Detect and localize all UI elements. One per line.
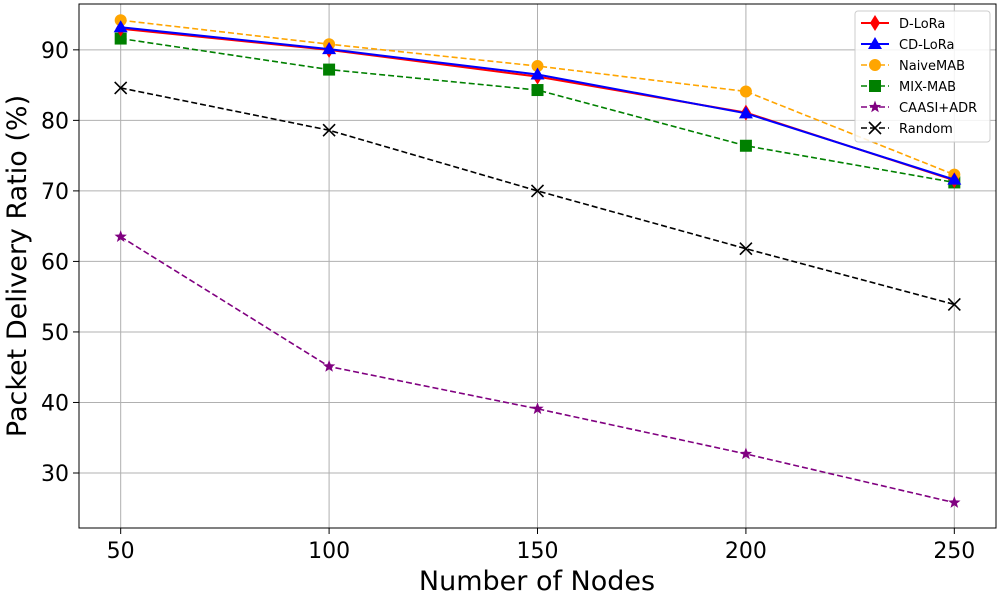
data-point-mix-mab bbox=[739, 139, 752, 152]
legend: D-LoRa CD-LoRa NaiveMAB MIX-MAB CAASI+ADR Ran… bbox=[854, 10, 991, 143]
series-line-caasi-adr bbox=[120, 236, 955, 504]
x-tick-label: 100 bbox=[308, 539, 350, 564]
legend-entry-random: Random bbox=[861, 121, 953, 137]
legend-label: Random bbox=[899, 122, 953, 137]
data-point-cd-lora bbox=[947, 172, 962, 185]
data-point-random bbox=[947, 297, 961, 312]
legend-label: NaiveMAB bbox=[899, 59, 965, 74]
legend-label: D-LoRa bbox=[899, 17, 945, 32]
legend-entry-cd-lora: CD-LoRa bbox=[861, 37, 954, 53]
legend-entry-d-lora: D-LoRa bbox=[861, 15, 945, 32]
series-cd-lora bbox=[113, 20, 962, 185]
y-axis-label: Packet Delivery Ratio (%) bbox=[2, 95, 33, 437]
y-tick-label: 70 bbox=[41, 180, 69, 205]
data-point-mix-mab bbox=[323, 63, 336, 76]
data-point-caasi-adr bbox=[739, 447, 753, 460]
data-point-random bbox=[322, 123, 336, 137]
series-random bbox=[114, 81, 961, 312]
legend-marker bbox=[868, 100, 882, 113]
legend-label: MIX-MAB bbox=[899, 80, 956, 95]
legend-entry-mix-mab: MIX-MAB bbox=[861, 80, 956, 95]
data-point-random bbox=[114, 81, 128, 95]
legend-entry-caasi-adr: CAASI+ADR bbox=[861, 100, 977, 116]
data-point-caasi-adr bbox=[322, 360, 336, 372]
legend-marker bbox=[869, 80, 881, 92]
data-point-mix-mab bbox=[531, 84, 544, 97]
legend-label: CAASI+ADR bbox=[899, 101, 977, 116]
data-point-cd-lora bbox=[738, 106, 753, 119]
data-point-mix-mab bbox=[114, 32, 127, 45]
series-caasi-adr bbox=[114, 230, 961, 508]
data-point-cd-lora bbox=[322, 42, 337, 55]
x-tick-label: 150 bbox=[517, 539, 559, 564]
data-point-cd-lora bbox=[113, 20, 128, 33]
data-point-random bbox=[739, 242, 753, 256]
legend-marker bbox=[868, 121, 882, 135]
legend-marker bbox=[870, 15, 880, 31]
legend-marker bbox=[869, 59, 881, 71]
y-tick-label: 50 bbox=[41, 321, 69, 346]
data-point-caasi-adr bbox=[531, 402, 544, 415]
legend-entry-naivemab: NaiveMAB bbox=[861, 59, 965, 74]
y-tick-label: 90 bbox=[41, 39, 69, 64]
y-tick-label: 30 bbox=[41, 462, 69, 487]
x-tick-label: 200 bbox=[725, 539, 767, 564]
y-tick-label: 60 bbox=[41, 250, 69, 275]
series-line-mix-mab bbox=[120, 37, 955, 184]
data-point-naivemab bbox=[114, 14, 127, 27]
legend-label: CD-LoRa bbox=[899, 38, 954, 53]
data-point-naivemab bbox=[531, 60, 544, 73]
x-tick-label: 50 bbox=[107, 539, 135, 564]
data-point-cd-lora bbox=[530, 67, 545, 80]
data-point-caasi-adr bbox=[114, 230, 127, 242]
y-tick-label: 80 bbox=[41, 109, 69, 134]
series-layer bbox=[113, 14, 962, 508]
legend-marker bbox=[868, 37, 882, 49]
x-tick-label: 250 bbox=[933, 539, 975, 564]
data-point-caasi-adr bbox=[948, 496, 961, 508]
ticks: 50 100 150 200 250 30 40 50 60 70 80 90 bbox=[41, 39, 975, 564]
x-axis-label: Number of Nodes bbox=[419, 566, 655, 597]
y-tick-label: 40 bbox=[41, 391, 69, 416]
data-point-naivemab bbox=[739, 85, 752, 98]
data-point-random bbox=[530, 184, 545, 198]
